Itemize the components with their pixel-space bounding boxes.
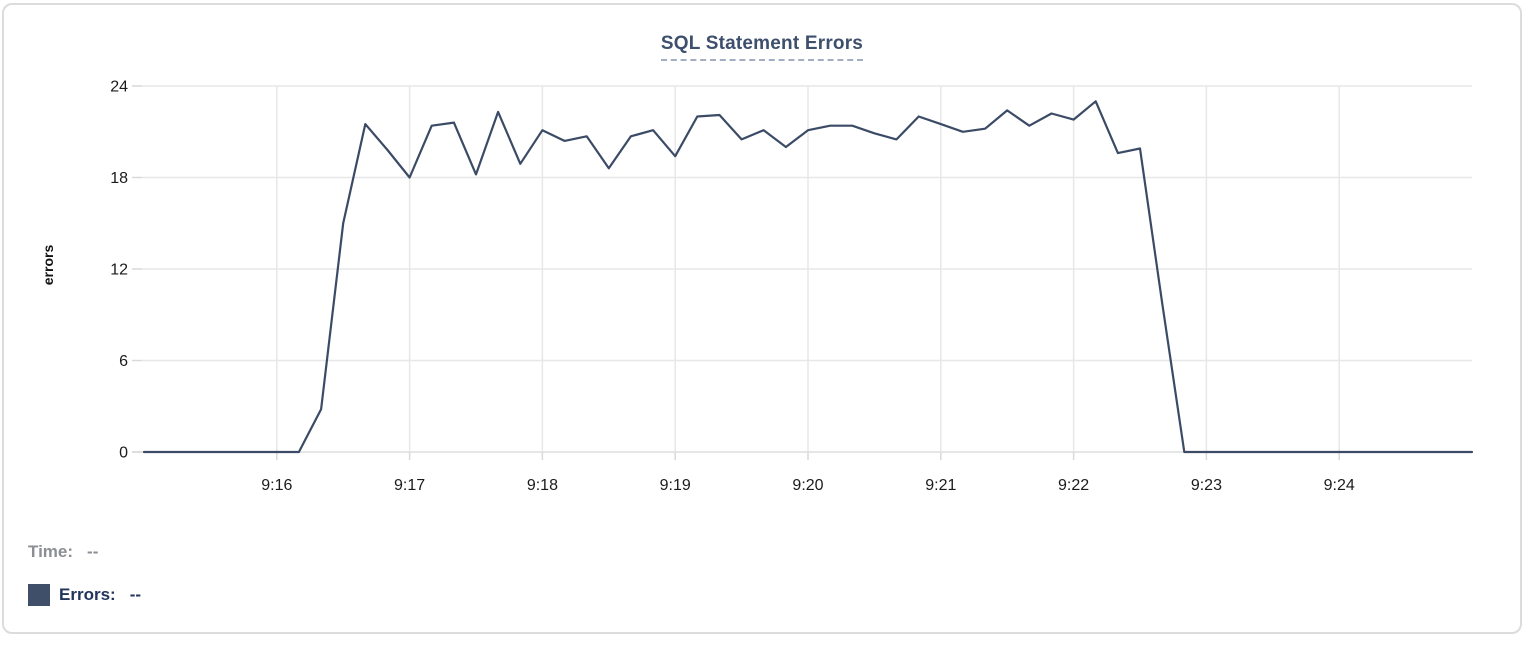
x-tick-label: 9:21 [925, 477, 956, 494]
errors-series-line [142, 100, 1474, 454]
y-tick-label: 6 [119, 353, 128, 370]
x-tick-label: 9:22 [1058, 477, 1089, 494]
chart-header: SQL Statement Errors [4, 33, 1520, 61]
x-tick-label: 9:23 [1191, 477, 1222, 494]
chart-card: SQL Statement Errors 0 6 12 18 24 9:16 9:17 9:1… [2, 3, 1522, 634]
errors-series-swatch [28, 584, 50, 606]
legend-errors-value: -- [129, 585, 142, 604]
x-tick-label: 9:24 [1324, 477, 1355, 494]
legend-time-label: Time: [28, 542, 74, 561]
x-tick-label: 9:17 [394, 477, 425, 494]
legend-errors-label: Errors: [59, 585, 116, 604]
x-tick-label: 9:19 [660, 477, 691, 494]
chart-title[interactable]: SQL Statement Errors [660, 33, 864, 61]
x-tick-label: 9:20 [792, 477, 823, 494]
chart-legend: Time: -- Errors: -- [28, 539, 141, 625]
y-tick-label: 0 [119, 445, 128, 462]
legend-errors-row[interactable]: Errors: -- [28, 582, 141, 608]
legend-time-value: -- [87, 542, 99, 561]
y-axis-label: errors [40, 244, 56, 286]
y-tick-label: 12 [110, 262, 128, 279]
x-tick-label: 9:16 [261, 477, 292, 494]
errors-line-chart: 0 6 12 18 24 9:16 9:17 9:18 9:19 9:20 9:21 9:22 9:23… [110, 79, 1474, 494]
x-tick-label: 9:18 [527, 477, 558, 494]
y-tick-label: 18 [110, 170, 128, 187]
y-tick-label: 24 [110, 79, 128, 96]
legend-time-row: Time: -- [28, 539, 141, 565]
